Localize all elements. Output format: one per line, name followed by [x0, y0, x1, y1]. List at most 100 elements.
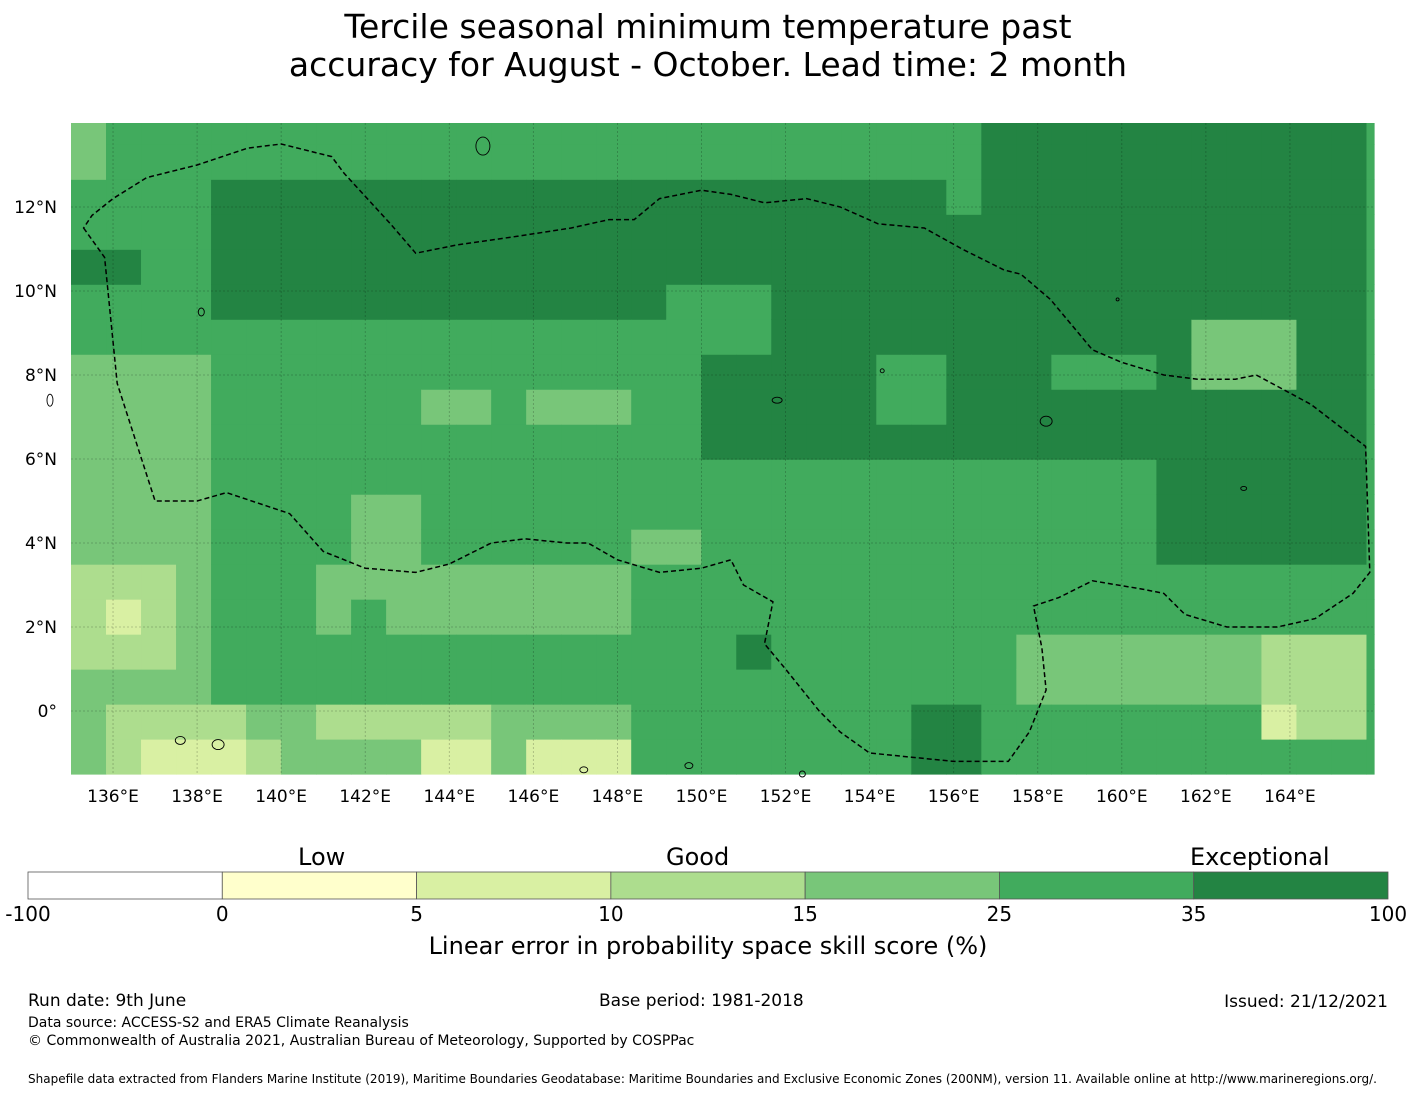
skill-cell — [596, 319, 632, 355]
skill-cell — [316, 354, 352, 390]
skill-cell — [876, 144, 912, 180]
skill-cell — [1331, 144, 1368, 180]
skill-cell — [526, 459, 562, 495]
skill-cell — [1296, 179, 1333, 215]
skill-cell — [911, 494, 947, 530]
skill-cell — [1226, 284, 1263, 320]
skill-cell — [1366, 284, 1375, 320]
skill-cell — [526, 123, 562, 145]
skill-cell — [1226, 214, 1263, 250]
skill-cell — [876, 214, 912, 250]
skill-cell — [841, 459, 877, 495]
skill-cell — [246, 704, 282, 740]
skill-cell — [1366, 319, 1375, 355]
skill-cell — [456, 459, 492, 495]
skill-cell — [981, 494, 1017, 530]
skill-cell — [981, 669, 1017, 705]
skill-cell — [421, 354, 457, 390]
skill-cell — [351, 494, 387, 530]
skill-cell — [176, 123, 212, 145]
skill-cell — [526, 494, 562, 530]
skill-cell — [71, 284, 107, 320]
skill-cell — [106, 144, 142, 180]
skill-cell — [701, 123, 737, 145]
skill-cell — [141, 214, 177, 250]
skill-cell — [1051, 284, 1087, 320]
skill-cell — [981, 634, 1017, 670]
skill-cell — [806, 704, 842, 740]
skill-cell — [1086, 179, 1122, 215]
island-outline — [1115, 297, 1120, 302]
skill-cell — [1226, 564, 1263, 600]
skill-cell — [456, 284, 492, 320]
skill-cell — [631, 739, 667, 775]
skill-cell — [701, 354, 737, 390]
skill-cell — [841, 494, 877, 530]
skill-cell — [386, 424, 422, 460]
island-outline — [771, 396, 783, 404]
skill-cell — [561, 529, 597, 565]
skill-cell — [456, 634, 492, 670]
skill-cell — [1191, 494, 1228, 530]
skill-cell — [211, 739, 247, 775]
skill-cell — [1191, 669, 1228, 705]
skill-cell — [666, 739, 702, 775]
skill-cell — [911, 389, 947, 425]
skill-cell — [1121, 319, 1157, 355]
skill-cell — [106, 494, 142, 530]
skill-cell — [1051, 494, 1087, 530]
skill-cell — [211, 214, 247, 250]
shapefile-credit: Shapefile data extracted from Flanders M… — [28, 1072, 1377, 1086]
skill-cell — [386, 669, 422, 705]
skill-cell — [456, 424, 492, 460]
skill-cell — [701, 704, 737, 740]
skill-cell — [596, 284, 632, 320]
skill-cell — [876, 599, 912, 635]
colorbar-swatch — [416, 871, 612, 900]
skill-cell — [526, 354, 562, 390]
skill-cell — [1086, 704, 1122, 740]
skill-cell — [71, 389, 107, 425]
skill-cell — [1086, 494, 1122, 530]
skill-cell — [1086, 739, 1122, 775]
skill-cell — [351, 739, 387, 775]
skill-cell — [281, 669, 317, 705]
skill-cell — [176, 284, 212, 320]
skill-cell — [701, 564, 737, 600]
skill-cell — [351, 529, 387, 565]
skill-cell — [1121, 739, 1157, 775]
skill-cell — [1191, 284, 1228, 320]
skill-cell — [491, 179, 527, 215]
skill-cell — [561, 424, 597, 460]
skill-cell — [666, 564, 702, 600]
skill-cell — [806, 739, 842, 775]
skill-cell — [911, 123, 947, 145]
skill-cell — [876, 529, 912, 565]
skill-cell — [701, 249, 737, 285]
skill-cell — [246, 634, 282, 670]
skill-cell — [281, 529, 317, 565]
skill-cell — [841, 179, 877, 215]
skill-cell — [211, 144, 247, 180]
skill-cell — [421, 669, 457, 705]
skill-cell — [736, 284, 772, 320]
skill-cell — [491, 144, 527, 180]
skill-cell — [736, 354, 772, 390]
skill-cell — [876, 634, 912, 670]
longitude-label: 154°E — [844, 787, 896, 807]
skill-cell — [421, 284, 457, 320]
skill-cell — [876, 249, 912, 285]
skill-cell — [106, 389, 142, 425]
skill-cell — [666, 284, 702, 320]
skill-cell — [596, 123, 632, 145]
skill-cell — [841, 634, 877, 670]
skill-cell — [1121, 459, 1157, 495]
skill-cell — [1261, 529, 1298, 565]
skill-cell — [106, 214, 142, 250]
skill-cell — [1051, 389, 1087, 425]
skill-cell — [946, 529, 982, 565]
skill-cell — [1296, 354, 1333, 390]
skill-cell — [316, 144, 352, 180]
skill-cell — [141, 249, 177, 285]
skill-cell — [141, 634, 177, 670]
